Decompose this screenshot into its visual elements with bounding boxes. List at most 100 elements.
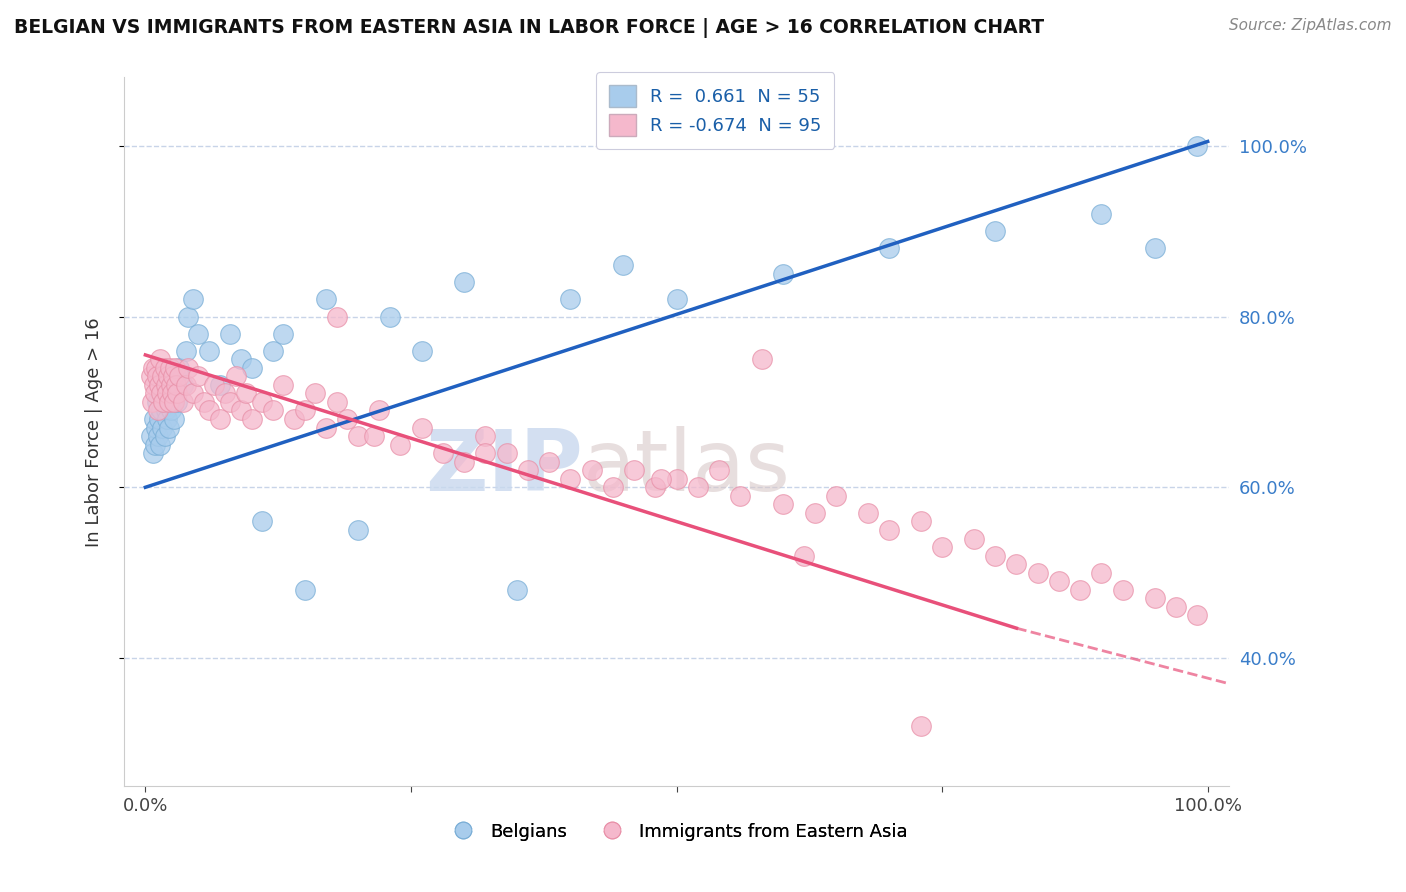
- Point: [825, 489, 848, 503]
- Point: [252, 515, 274, 529]
- Point: [148, 377, 170, 392]
- Point: [453, 276, 475, 290]
- Point: [225, 369, 247, 384]
- Point: [363, 429, 385, 443]
- Point: [165, 377, 187, 392]
- Point: [411, 343, 433, 358]
- Text: Source: ZipAtlas.com: Source: ZipAtlas.com: [1229, 18, 1392, 33]
- Point: [150, 386, 173, 401]
- Point: [160, 386, 183, 401]
- Point: [198, 403, 221, 417]
- Point: [877, 241, 900, 255]
- Point: [262, 403, 284, 417]
- Point: [506, 582, 529, 597]
- Point: [347, 429, 370, 443]
- Point: [910, 515, 932, 529]
- Point: [707, 463, 730, 477]
- Point: [252, 395, 274, 409]
- Point: [166, 395, 188, 409]
- Point: [156, 412, 179, 426]
- Point: [273, 377, 295, 392]
- Point: [793, 549, 815, 563]
- Text: BELGIAN VS IMMIGRANTS FROM EASTERN ASIA IN LABOR FORCE | AGE > 16 CORRELATION CH: BELGIAN VS IMMIGRANTS FROM EASTERN ASIA …: [14, 18, 1045, 37]
- Point: [181, 386, 204, 401]
- Point: [152, 386, 174, 401]
- Point: [208, 412, 231, 426]
- Text: ZIP: ZIP: [425, 425, 582, 508]
- Point: [181, 293, 204, 307]
- Point: [1090, 566, 1112, 580]
- Point: [163, 412, 186, 426]
- Point: [644, 480, 666, 494]
- Point: [240, 360, 263, 375]
- Point: [165, 377, 187, 392]
- Point: [877, 523, 900, 537]
- Point: [984, 224, 1007, 238]
- Point: [142, 377, 165, 392]
- Point: [204, 377, 226, 392]
- Point: [931, 540, 953, 554]
- Point: [157, 420, 180, 434]
- Point: [315, 293, 337, 307]
- Point: [177, 360, 200, 375]
- Point: [163, 395, 186, 409]
- Legend: Belgians, Immigrants from Eastern Asia: Belgians, Immigrants from Eastern Asia: [437, 815, 915, 848]
- Point: [149, 352, 172, 367]
- Point: [152, 395, 174, 409]
- Point: [560, 293, 582, 307]
- Point: [159, 360, 181, 375]
- Point: [142, 446, 165, 460]
- Point: [273, 326, 295, 341]
- Point: [142, 360, 165, 375]
- Point: [538, 455, 561, 469]
- Point: [174, 343, 197, 358]
- Point: [214, 386, 236, 401]
- Point: [159, 395, 181, 409]
- Point: [294, 582, 316, 597]
- Point: [1164, 599, 1187, 614]
- Point: [389, 437, 412, 451]
- Point: [143, 386, 166, 401]
- Point: [772, 267, 794, 281]
- Point: [650, 472, 672, 486]
- Point: [325, 310, 347, 324]
- Point: [910, 719, 932, 733]
- Point: [169, 360, 191, 375]
- Point: [229, 403, 252, 417]
- Point: [172, 395, 194, 409]
- Point: [347, 523, 370, 537]
- Point: [516, 463, 538, 477]
- Point: [141, 395, 163, 409]
- Point: [560, 472, 582, 486]
- Point: [150, 369, 173, 384]
- Point: [187, 369, 209, 384]
- Point: [1047, 574, 1070, 589]
- Point: [166, 386, 188, 401]
- Point: [177, 310, 200, 324]
- Point: [803, 506, 825, 520]
- Point: [169, 369, 191, 384]
- Point: [160, 386, 183, 401]
- Point: [165, 360, 187, 375]
- Point: [208, 377, 231, 392]
- Point: [495, 446, 517, 460]
- Point: [156, 386, 179, 401]
- Point: [623, 463, 645, 477]
- Point: [219, 395, 242, 409]
- Point: [150, 420, 173, 434]
- Point: [139, 429, 162, 443]
- Point: [172, 377, 194, 392]
- Point: [665, 472, 688, 486]
- Point: [432, 446, 454, 460]
- Point: [294, 403, 316, 417]
- Point: [198, 343, 221, 358]
- Point: [474, 429, 496, 443]
- Point: [139, 369, 162, 384]
- Point: [240, 412, 263, 426]
- Point: [156, 369, 179, 384]
- Point: [1005, 557, 1028, 571]
- Point: [304, 386, 326, 401]
- Point: [146, 369, 169, 384]
- Point: [262, 343, 284, 358]
- Point: [145, 360, 167, 375]
